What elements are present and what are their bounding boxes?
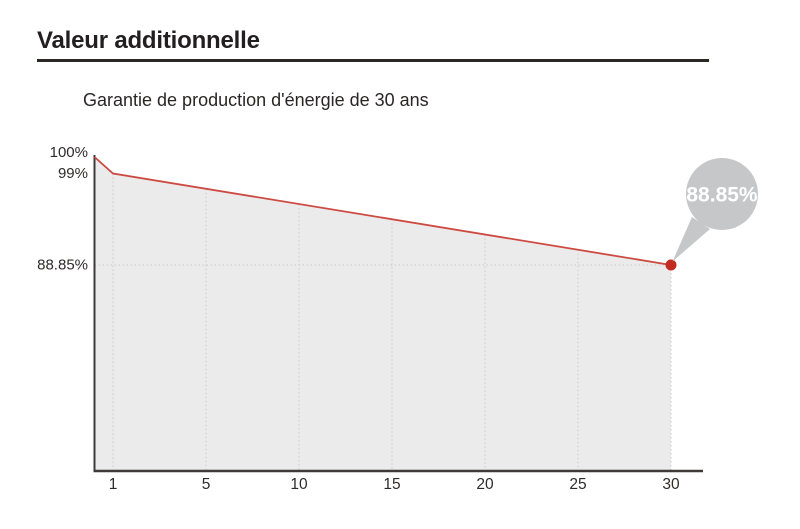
callout-value-label: 88.85% bbox=[686, 184, 758, 207]
chart-subtitle: Garantie de production d'énergie de 30 a… bbox=[83, 90, 429, 110]
y-tick-label: 99% bbox=[58, 165, 88, 182]
callout-tail bbox=[672, 217, 710, 262]
area-fill bbox=[94, 157, 671, 471]
x-tick-label: 15 bbox=[383, 476, 400, 493]
y-tick-label: 88.85% bbox=[37, 257, 88, 274]
x-tick-label: 1 bbox=[109, 476, 118, 493]
end-point-marker bbox=[665, 259, 677, 271]
x-tick-label: 30 bbox=[662, 476, 680, 493]
warranty-line bbox=[93, 156, 672, 266]
x-tick-label: 25 bbox=[569, 476, 586, 493]
page-title: Valeur additionnelle bbox=[37, 27, 260, 54]
x-tick-label: 10 bbox=[290, 476, 308, 493]
y-tick-label: 100% bbox=[50, 144, 88, 161]
x-tick-label: 20 bbox=[476, 476, 494, 493]
x-tick-label: 5 bbox=[202, 476, 211, 493]
callout-bubble bbox=[686, 158, 758, 230]
title-underline bbox=[37, 59, 709, 62]
